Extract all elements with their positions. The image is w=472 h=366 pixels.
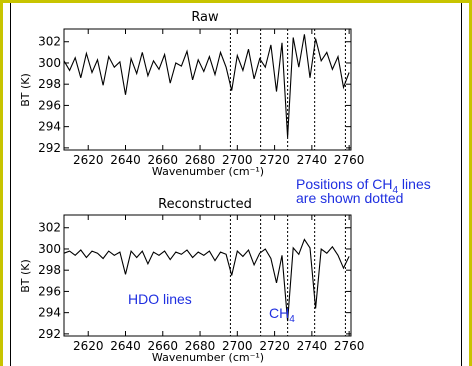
reconstructed-x-tick-label: 2680: [185, 339, 216, 353]
ch4-annotation-text: CH: [269, 305, 289, 321]
raw-y-axis: 292 294 296 298 300 302: [38, 35, 351, 155]
raw-x-tick-label: 2680: [185, 153, 216, 167]
reconstructed-x-axis-title: Wavenumber (cm⁻¹): [152, 351, 264, 364]
reconstructed-panel: Reconstructed 292 294 296 298 300 302 2620 264…: [19, 197, 364, 364]
positions-annotation-line2: are shown dotted: [296, 190, 403, 206]
raw-y-tick-label: 296: [38, 98, 61, 112]
reconstructed-x-tick-label: 2660: [147, 339, 178, 353]
reconstructed-y-tick-label: 294: [38, 306, 61, 320]
reconstructed-x-tick-label: 2700: [222, 339, 253, 353]
frame-right-bar: [469, 0, 472, 366]
positions-annotation-sub: 4: [392, 185, 398, 196]
reconstructed-y-axis: 292 294 296 298 300 302: [38, 221, 351, 341]
ch4-annotation-sub: 4: [289, 314, 295, 325]
reconstructed-y-tick-label: 298: [38, 263, 61, 277]
ch4-annotation: CH4: [269, 305, 295, 325]
raw-y-tick-label: 300: [38, 56, 61, 70]
raw-x-axis-title: Wavenumber (cm⁻¹): [152, 165, 264, 178]
raw-x-tick-label: 2740: [297, 153, 328, 167]
raw-x-tick-label: 2660: [147, 153, 178, 167]
reconstructed-y-tick-label: 302: [38, 221, 61, 235]
reconstructed-y-tick-label: 296: [38, 284, 61, 298]
frame-left-rule: [10, 3, 11, 366]
positions-annotation-end: lines: [398, 176, 431, 192]
reconstructed-y-tick-label: 300: [38, 242, 61, 256]
raw-y-tick-label: 302: [38, 35, 61, 49]
raw-x-tick-label: 2700: [222, 153, 253, 167]
reconstructed-x-tick-label: 2640: [110, 339, 141, 353]
raw-spectrum-line: [63, 34, 350, 138]
reconstructed-x-tick-label: 2760: [334, 339, 365, 353]
reconstructed-plot-area: [63, 214, 352, 337]
raw-x-tick-label: 2620: [73, 153, 104, 167]
raw-x-axis: 2620 2640 2660 2680 2700 2720 2740 2760: [73, 29, 364, 167]
reconstructed-y-axis-title: BT (K): [19, 259, 32, 293]
raw-y-tick-label: 294: [38, 120, 61, 134]
raw-y-tick-label: 298: [38, 77, 61, 91]
reconstructed-x-tick-label: 2620: [73, 339, 104, 353]
reconstructed-x-tick-label: 2740: [297, 339, 328, 353]
reconstructed-x-tick-label: 2720: [259, 339, 290, 353]
frame-top-bar: [0, 0, 472, 3]
hdo-lines-annotation: HDO lines: [128, 291, 192, 307]
raw-y-tick-label: 292: [38, 141, 61, 155]
reconstructed-x-axis: 2620 2640 2660 2680 2700 2720 2740 2760: [73, 215, 364, 353]
reconstructed-panel-title: Reconstructed: [158, 197, 252, 212]
frame-right-rule: [461, 3, 462, 366]
raw-x-tick-label: 2760: [334, 153, 365, 167]
raw-plot-area: [63, 28, 352, 151]
raw-y-axis-title: BT (K): [19, 73, 32, 107]
raw-x-tick-label: 2640: [110, 153, 141, 167]
raw-panel-title: Raw: [191, 10, 219, 25]
frame-left-bar: [0, 0, 3, 366]
reconstructed-y-tick-label: 292: [38, 327, 61, 341]
positions-annotation-text: Positions of CH: [296, 176, 392, 192]
reconstructed-spectrum-line: [63, 238, 350, 322]
raw-x-tick-label: 2720: [259, 153, 290, 167]
positions-annotation-line1: Positions of CH4 lines: [296, 176, 431, 196]
